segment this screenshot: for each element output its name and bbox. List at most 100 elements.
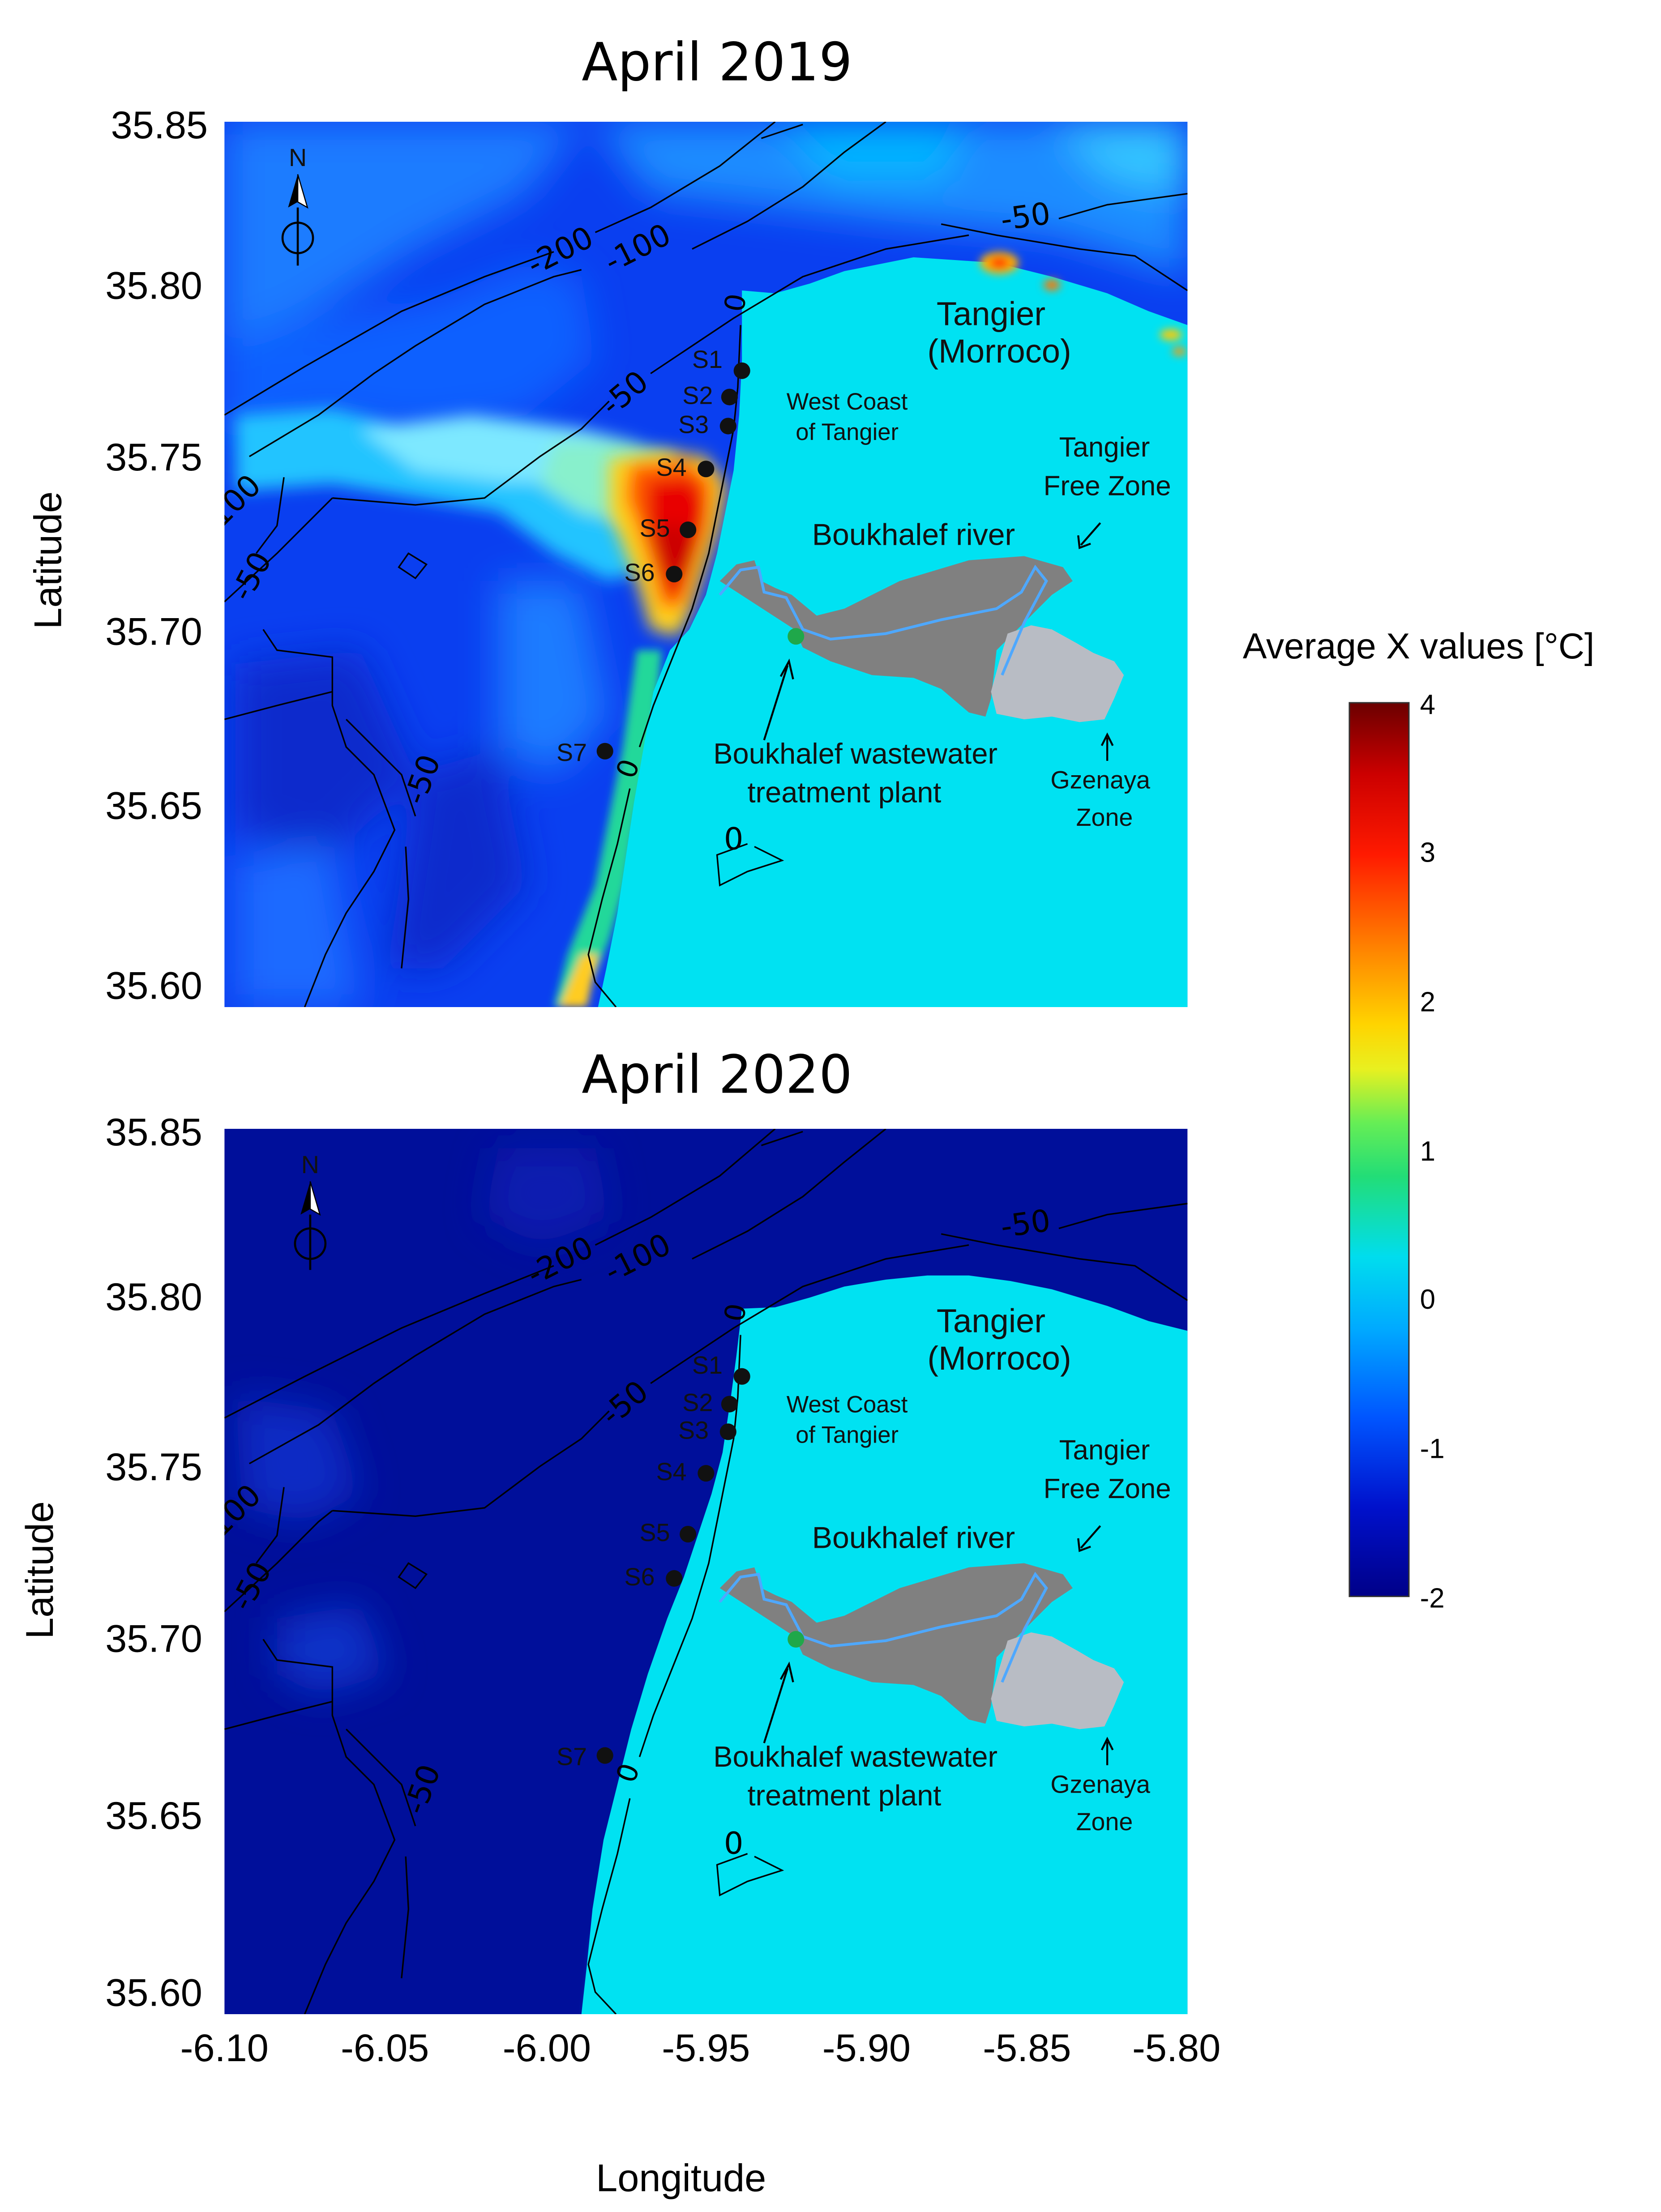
colorbar-tick: 2: [1420, 986, 1435, 1017]
station-label: S6: [624, 1563, 655, 1591]
y-tick-label: 35.60: [105, 964, 202, 1007]
station-marker: [719, 1423, 736, 1440]
plant-label: treatment plant: [747, 776, 941, 809]
plant-label: treatment plant: [747, 1779, 941, 1811]
y-axis-label: Latitude: [27, 491, 70, 629]
station-marker: [666, 1570, 683, 1587]
pointer-arrows: [763, 1525, 1114, 1765]
station-marker: [733, 1368, 750, 1385]
coast-label: of Tangier: [796, 1422, 899, 1448]
bathymetry-contours: [224, 1128, 1188, 2015]
station-label: S3: [678, 1416, 709, 1444]
station-marker: [721, 1396, 738, 1413]
pointer-arrows: [763, 522, 1114, 761]
colorbar-scale: [1348, 702, 1410, 1597]
colorbar-tick: 4: [1420, 689, 1435, 720]
panel-april-2020: April 2020: [18, 1044, 1220, 2200]
y-tick-label: 35.70: [105, 610, 202, 653]
station-label: S5: [639, 1519, 670, 1546]
coast-label: of Tangier: [796, 419, 899, 445]
contour-label: -50: [998, 1203, 1053, 1245]
y-axis-label: Latitude: [18, 1501, 61, 1639]
station-marker: [680, 521, 697, 538]
x-tick-label: -6.10: [180, 2027, 269, 2070]
station-label: S1: [692, 346, 723, 373]
x-tick-label: -5.85: [983, 2027, 1071, 2070]
coast-label: West Coast: [787, 1392, 908, 1418]
station-label: S4: [656, 453, 687, 481]
svg-text:N: N: [289, 144, 307, 171]
panel-title: April 2020: [582, 1044, 852, 1106]
country-label: (Morroco): [927, 333, 1071, 370]
x-tick-label: -6.00: [503, 2027, 591, 2070]
station-marker: [719, 418, 736, 435]
colorbar-tick: 3: [1420, 837, 1435, 868]
y-tick-label: 35.85: [111, 104, 208, 147]
colorbar-tick: -1: [1420, 1434, 1445, 1465]
stations: S1 S2 S3 S4 S5 S6 S7: [557, 346, 750, 766]
station-marker: [680, 1526, 697, 1543]
free-zone-label: Free Zone: [1044, 1473, 1171, 1504]
svg-text:N: N: [301, 1151, 319, 1179]
station-label: S5: [639, 514, 670, 542]
y-tick-label: 35.75: [105, 1446, 202, 1489]
country-label: (Morroco): [927, 1340, 1071, 1377]
x-tick-label: -5.95: [662, 2027, 750, 2070]
station-marker: [698, 461, 715, 478]
panel-april-2019: April 2019: [27, 31, 1188, 1007]
colorbar-title: Average X values [°C]: [1243, 626, 1594, 666]
bathymetry-contours: [224, 121, 1188, 1008]
free-zone-label: Tangier: [1059, 432, 1150, 463]
y-tick-label: 35.70: [105, 1617, 202, 1660]
heatmap-2020: -200 -100 -50 -100 -50 -50 -50 0 0 0: [224, 1128, 1188, 2015]
station-marker: [721, 389, 738, 406]
city-label: Tangier: [937, 1302, 1045, 1339]
boukhalef-region: [719, 556, 1073, 717]
free-zone-label: Free Zone: [1044, 470, 1171, 501]
gzenaya-label: Zone: [1076, 803, 1133, 831]
station-label: S2: [682, 1388, 713, 1416]
stations: S1 S2 S3 S4 S5 S6 S7: [557, 1351, 750, 1771]
coast-label: West Coast: [787, 389, 908, 415]
y-tick-label: 35.80: [105, 1276, 202, 1319]
station-label: S7: [557, 1743, 587, 1771]
gzenaya-label: Zone: [1076, 1808, 1133, 1836]
station-label: S6: [624, 559, 655, 586]
plant-label: Boukhalef wastewater: [713, 737, 997, 770]
contour-label: -50: [998, 196, 1053, 238]
gzenaya-zone: [991, 1632, 1124, 1729]
station-marker: [666, 566, 683, 583]
gzenaya-zone: [991, 625, 1124, 722]
y-tick-label: 35.60: [105, 1971, 202, 2014]
y-tick-label: 35.65: [105, 1794, 202, 1837]
station-label: S2: [682, 381, 713, 409]
river-label: Boukhalef river: [812, 518, 1015, 552]
station-label: S3: [678, 410, 709, 438]
station-marker: [733, 362, 750, 379]
boukhalef-region: [719, 1563, 1073, 1724]
x-axis-label: Longitude: [596, 2157, 766, 2200]
gzenaya-label: Gzenaya: [1050, 766, 1150, 794]
y-tick-label: 35.75: [105, 436, 202, 479]
y-tick-label: 35.80: [105, 265, 202, 307]
river-label: Boukhalef river: [812, 1520, 1015, 1554]
north-arrow-icon: N: [281, 144, 314, 266]
station-label: S1: [692, 1351, 723, 1379]
x-tick-label: -5.90: [822, 2027, 911, 2070]
station-marker: [596, 743, 613, 760]
x-tick-label: -5.80: [1132, 2027, 1220, 2070]
north-arrow-icon: N: [294, 1151, 327, 1270]
x-tick-label: -6.05: [341, 2027, 429, 2070]
colorbar-tick: -2: [1420, 1583, 1445, 1614]
city-label: Tangier: [937, 295, 1045, 332]
colorbar-tick: 1: [1420, 1136, 1435, 1167]
panel-title: April 2019: [582, 31, 852, 93]
heatmap-2019: -200 -100 -50 -100 -50 -50 -50 0 0 0: [224, 121, 1188, 1008]
station-label: S7: [557, 739, 587, 766]
y-tick-label: 35.65: [105, 785, 202, 828]
station-marker: [698, 1465, 715, 1482]
plant-label: Boukhalef wastewater: [713, 1740, 997, 1773]
free-zone-label: Tangier: [1059, 1435, 1150, 1466]
colorbar: Average X values [°C] 4 3 2 1 0 -1 -2: [1243, 626, 1594, 1614]
